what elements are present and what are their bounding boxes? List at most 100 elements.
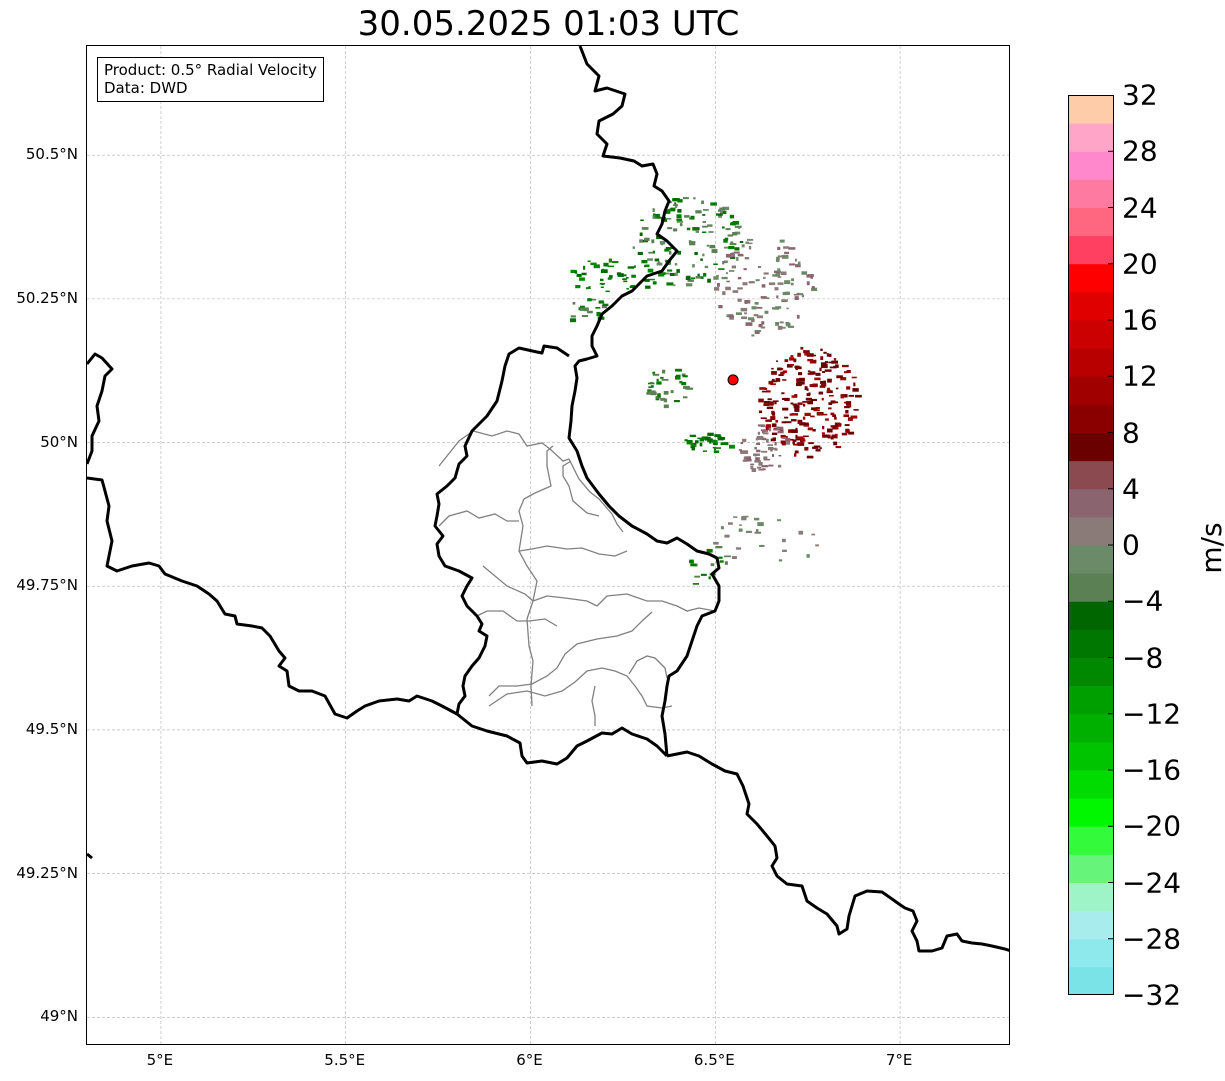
echo-pixel — [677, 250, 681, 255]
echo-pixel — [713, 541, 719, 545]
echo-pixel — [829, 395, 834, 397]
echo-pixel — [664, 248, 670, 252]
echo-pixel — [832, 414, 836, 417]
echo-pixel — [581, 272, 587, 276]
echo-pixel — [789, 413, 793, 416]
echo-pixel — [738, 528, 743, 532]
echo-pixel — [704, 436, 711, 441]
echo-pixel — [769, 401, 774, 405]
echo-pixel — [719, 210, 723, 214]
echo-pixel — [822, 426, 825, 430]
echo-pixel — [772, 274, 777, 277]
colorbar-tick-label-12: −16 — [1122, 753, 1182, 787]
echo-pixel — [758, 398, 764, 403]
echo-pixel — [831, 360, 838, 364]
echo-pixel — [700, 258, 703, 261]
echo-pixel — [840, 377, 847, 381]
echo-pixel — [822, 371, 826, 373]
echo-pixel — [715, 213, 723, 216]
echo-pixel — [711, 440, 718, 443]
echo-pixel — [726, 314, 730, 317]
echo-pixel — [741, 450, 749, 454]
echo-pixel — [675, 375, 681, 380]
echo-pixel — [831, 434, 838, 439]
echo-pixel — [788, 438, 794, 441]
radar-map[interactable] — [87, 46, 1010, 1045]
echo-pixel — [756, 529, 759, 533]
echo-pixel — [776, 426, 784, 430]
echo-pixel — [593, 264, 600, 269]
echo-pixel — [775, 378, 781, 382]
echo-pixel — [784, 421, 792, 424]
echo-pixel — [806, 455, 814, 459]
echo-pixel — [692, 583, 699, 585]
echo-pixel — [763, 456, 768, 460]
echo-pixel — [726, 272, 729, 275]
echo-pixel — [737, 253, 743, 257]
echo-pixel — [572, 302, 576, 305]
echo-pixel — [746, 530, 752, 533]
echo-pixel — [819, 447, 822, 449]
echo-pixel — [796, 378, 801, 382]
echo-pixel — [641, 227, 649, 230]
echo-pixel — [792, 403, 798, 406]
echo-pixel — [695, 276, 701, 279]
echo-pixel — [765, 419, 772, 422]
echo-pixel — [809, 384, 817, 388]
echo-pixel — [768, 447, 772, 450]
echo-pixel — [600, 269, 608, 273]
echo-pixel — [757, 431, 760, 435]
echo-pixel — [717, 283, 720, 287]
colorbar-segment-18 — [1068, 460, 1114, 490]
echo-pixel — [768, 380, 774, 385]
echo-pixel — [791, 413, 799, 416]
echo-pixel — [813, 445, 821, 448]
map-panel[interactable] — [86, 45, 1010, 1045]
colorbar-segment-22 — [1068, 348, 1114, 377]
echo-pixel — [763, 458, 771, 461]
echo-pixel — [587, 298, 592, 302]
echo-pixel — [708, 576, 711, 580]
echo-pixel — [795, 367, 798, 371]
echo-pixel — [772, 378, 775, 382]
echo-pixel — [724, 534, 730, 538]
echo-pixel — [676, 269, 680, 273]
echo-pixel — [754, 446, 757, 450]
colorbar-segment-7 — [1068, 770, 1114, 799]
lon-tick-label-2: 6°E — [516, 1051, 543, 1069]
echo-pixel — [823, 351, 827, 354]
echo-pixel — [701, 201, 704, 204]
echo-pixel — [728, 270, 735, 272]
echo-pixel — [730, 222, 736, 226]
echo-pixel — [760, 326, 766, 329]
echo-pixel — [588, 286, 591, 289]
echo-pixel — [713, 263, 718, 265]
echo-pixel — [833, 365, 837, 369]
echo-pixel — [852, 388, 859, 392]
echo-pixel — [827, 428, 833, 433]
echo-pixel — [806, 393, 811, 397]
echo-pixel — [695, 440, 699, 444]
echo-pixel — [756, 466, 762, 469]
echo-pixel — [780, 371, 785, 375]
radar-site-marker[interactable] — [727, 374, 739, 386]
echo-pixel — [687, 279, 694, 282]
echo-pixel — [623, 280, 628, 283]
echo-pixel — [737, 298, 742, 302]
echo-pixel — [663, 391, 669, 395]
echo-pixel — [710, 563, 715, 567]
echo-pixel — [652, 371, 656, 374]
echo-pixel — [828, 407, 832, 410]
colorbar-unit-label: m/s — [1195, 522, 1225, 574]
colorbar-segment-0 — [1068, 966, 1114, 995]
echo-pixel — [612, 261, 619, 264]
echo-pixel — [693, 227, 700, 231]
echo-pixel — [744, 300, 751, 304]
echo-pixel — [727, 234, 733, 237]
echo-pixel — [840, 394, 848, 398]
echo-pixel — [718, 268, 725, 270]
echo-pixel — [723, 442, 729, 445]
echo-pixel — [754, 331, 760, 334]
echo-pixel — [840, 394, 844, 399]
echo-pixel — [720, 442, 726, 445]
